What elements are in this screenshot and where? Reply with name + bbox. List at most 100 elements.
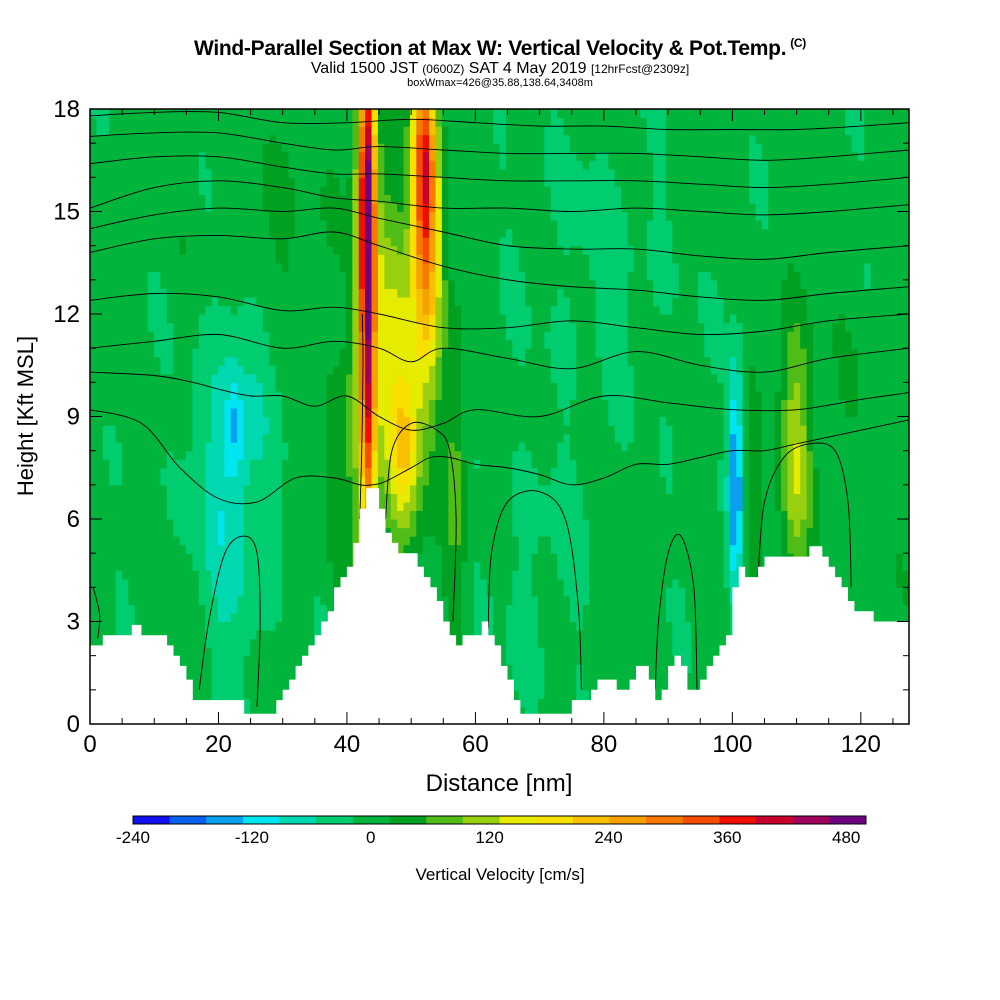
velocity-cell — [160, 117, 168, 127]
velocity-cell — [461, 476, 469, 486]
velocity-cell — [301, 407, 309, 418]
velocity-cell — [128, 296, 136, 307]
velocity-cell — [531, 595, 539, 606]
velocity-cell — [525, 160, 533, 170]
velocity-cell — [237, 331, 245, 341]
velocity-cell — [288, 202, 296, 213]
velocity-cell — [461, 433, 469, 443]
velocity-cell — [128, 228, 136, 238]
velocity-cell — [448, 271, 456, 281]
velocity-cell — [448, 536, 456, 546]
velocity-cell — [525, 237, 533, 247]
velocity-cell — [397, 322, 405, 332]
velocity-cell — [512, 553, 520, 563]
velocity-cell — [185, 365, 193, 375]
velocity-cell — [192, 604, 200, 614]
velocity-cell — [173, 544, 181, 554]
velocity-cell — [269, 109, 277, 119]
velocity-cell — [307, 160, 315, 170]
velocity-cell — [211, 595, 219, 606]
velocity-cell — [320, 228, 328, 238]
velocity-cell — [134, 305, 142, 315]
velocity-cell — [409, 467, 417, 477]
velocity-cell — [448, 185, 456, 196]
velocity-cell — [243, 228, 251, 238]
velocity-cell — [102, 365, 110, 375]
velocity-cell — [377, 407, 385, 418]
velocity-cell — [141, 467, 149, 477]
velocity-cell — [166, 484, 174, 494]
velocity-cell — [179, 271, 187, 281]
velocity-cell — [121, 314, 129, 324]
velocity-cell — [230, 202, 238, 213]
velocity-cell — [256, 288, 264, 298]
velocity-cell — [429, 228, 437, 238]
velocity-cell — [160, 630, 168, 640]
velocity-cell — [128, 194, 136, 204]
velocity-cell — [166, 202, 174, 213]
velocity-cell — [230, 416, 238, 426]
velocity-cell — [269, 604, 277, 614]
velocity-cell — [345, 220, 353, 230]
velocity-cell — [243, 442, 251, 452]
velocity-cell — [416, 220, 424, 230]
velocity-cell — [96, 279, 104, 289]
velocity-cell — [134, 450, 142, 460]
velocity-cell — [205, 237, 213, 247]
velocity-cell — [192, 476, 200, 486]
velocity-cell — [160, 373, 168, 383]
velocity-cell — [512, 484, 520, 494]
velocity-cell — [397, 510, 405, 520]
velocity-cell — [160, 501, 168, 512]
velocity-cell — [397, 168, 405, 178]
velocity-cell — [499, 647, 507, 657]
velocity-cell — [480, 356, 488, 366]
velocity-cell — [313, 151, 321, 161]
velocity-cell — [505, 510, 513, 520]
velocity-cell — [192, 425, 200, 435]
velocity-cell — [115, 126, 123, 136]
velocity-cell — [448, 425, 456, 435]
velocity-cell — [454, 211, 462, 221]
velocity-cell — [166, 331, 174, 341]
velocity-cell — [377, 382, 385, 392]
velocity-cell — [243, 134, 251, 144]
velocity-cell — [96, 501, 104, 512]
velocity-cell — [153, 416, 161, 426]
velocity-cell — [179, 279, 187, 289]
velocity-cell — [320, 425, 328, 435]
velocity-cell — [281, 416, 289, 426]
velocity-cell — [160, 382, 168, 392]
velocity-cell — [269, 595, 277, 606]
velocity-cell — [339, 493, 347, 503]
velocity-cell — [435, 510, 443, 520]
velocity-cell — [115, 356, 123, 366]
velocity-cell — [192, 553, 200, 563]
velocity-cell — [313, 117, 321, 127]
velocity-cell — [384, 433, 392, 443]
velocity-cell — [454, 587, 462, 597]
velocity-cell — [211, 570, 219, 580]
velocity-cell — [205, 356, 213, 366]
velocity-cell — [269, 305, 277, 315]
velocity-cell — [493, 416, 501, 426]
velocity-cell — [365, 382, 373, 392]
velocity-cell — [166, 578, 174, 588]
velocity-cell — [301, 638, 309, 648]
velocity-cell — [435, 228, 443, 238]
velocity-cell — [90, 536, 97, 546]
velocity-cell — [397, 493, 405, 503]
velocity-cell — [499, 561, 507, 571]
velocity-cell — [371, 331, 379, 341]
velocity-cell — [320, 194, 328, 204]
velocity-cell — [365, 109, 373, 119]
velocity-cell — [531, 706, 539, 717]
velocity-cell — [211, 245, 219, 255]
velocity-cell — [102, 143, 110, 153]
velocity-cell — [390, 279, 398, 289]
velocity-cell — [134, 501, 142, 512]
velocity-cell — [345, 365, 353, 375]
velocity-cell — [275, 647, 283, 657]
velocity-cell — [109, 228, 117, 238]
velocity-cell — [493, 553, 501, 563]
